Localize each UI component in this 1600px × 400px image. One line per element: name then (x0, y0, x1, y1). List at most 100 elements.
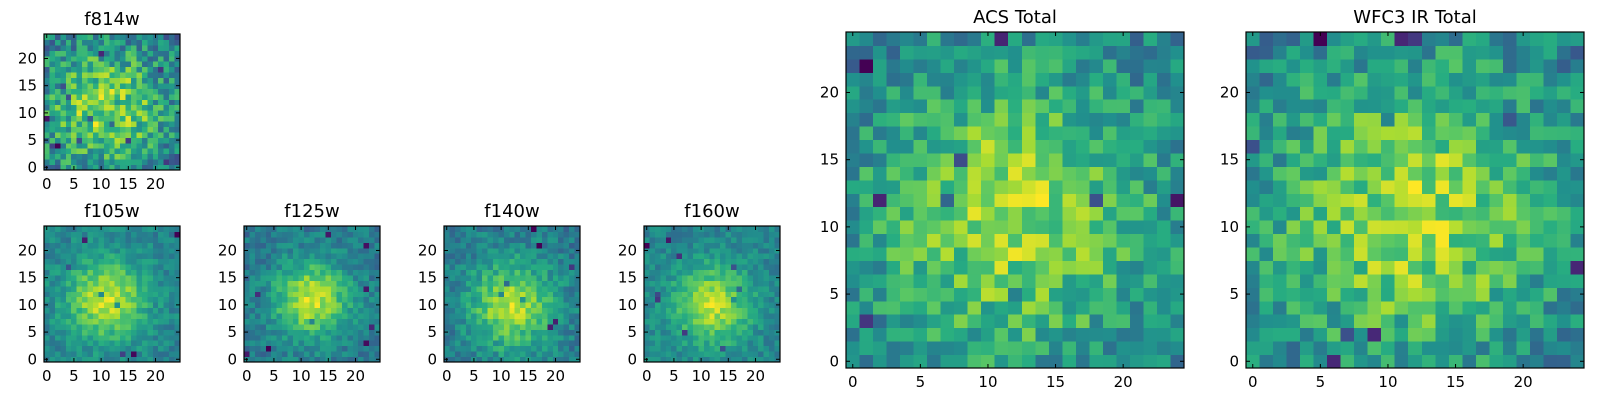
heatmap-cell (1048, 85, 1063, 100)
heatmap-cell (913, 327, 928, 342)
heatmap-cell (736, 313, 743, 319)
heatmap-cell (276, 345, 283, 352)
heatmap-cell (714, 323, 721, 330)
heatmap-cell (1313, 166, 1328, 181)
heatmap-cell (698, 253, 705, 260)
heatmap-cell (465, 264, 472, 271)
heatmap-cell (276, 269, 283, 276)
heatmap-cell (1327, 206, 1342, 221)
heatmap-cell (298, 340, 305, 347)
heatmap-cell (49, 307, 56, 314)
heatmap-cell (1021, 273, 1036, 288)
heatmap-cell (703, 291, 710, 298)
heatmap-cell (141, 269, 148, 276)
heatmap-cell (163, 291, 170, 298)
heatmap-cell (1156, 139, 1171, 154)
heatmap-cell (1516, 287, 1531, 302)
heatmap-cell (752, 247, 759, 254)
heatmap-cell (65, 313, 72, 319)
heatmap-cell (725, 253, 732, 260)
heatmap-cell (954, 193, 969, 208)
heatmap-cell (1394, 300, 1409, 315)
heatmap-cell (158, 280, 165, 287)
heatmap-cell (1489, 247, 1504, 261)
heatmap-cell (927, 220, 942, 235)
heatmap-cell (873, 85, 888, 100)
heatmap-cell (1502, 85, 1517, 100)
heatmap-cell (763, 291, 770, 298)
heatmap-cell (725, 231, 732, 238)
heatmap-cell (769, 329, 776, 336)
heatmap-cell (859, 85, 874, 100)
heatmap-cell (709, 329, 716, 336)
heatmap-cell (509, 356, 516, 363)
heatmap-cell (1408, 193, 1423, 208)
heatmap-cell (967, 32, 982, 46)
heatmap-cell (1116, 85, 1131, 100)
heatmap-cell (846, 45, 861, 60)
heatmap-cell (547, 307, 554, 314)
heatmap-cell (131, 72, 137, 79)
heatmap-cell (525, 296, 532, 303)
heatmap-cell (363, 313, 370, 319)
heatmap-cell (1273, 193, 1288, 208)
heatmap-cell (676, 318, 683, 325)
heatmap-cell (1421, 32, 1436, 46)
heatmap-cell (859, 139, 874, 154)
heatmap-cell (325, 313, 332, 319)
heatmap-cell (169, 291, 176, 298)
heatmap-cell (692, 340, 699, 347)
heatmap-cell (271, 269, 278, 276)
heatmap-cell (87, 115, 94, 122)
heatmap-cell (569, 291, 576, 298)
heatmap-cell (940, 45, 955, 60)
heatmap-cell (709, 313, 716, 319)
heatmap-cell (347, 236, 354, 243)
heatmap-cell (131, 131, 137, 138)
heatmap-cell (314, 269, 321, 276)
heatmap-cell (676, 236, 683, 243)
heatmap-cell (1170, 166, 1185, 181)
heatmap-cell (244, 345, 250, 352)
heatmap-cell (671, 231, 678, 238)
heatmap-cell (687, 253, 694, 260)
heatmap-cell (714, 356, 721, 363)
heatmap-cell (665, 264, 672, 271)
heatmap-cell (1475, 314, 1490, 329)
heatmap-cell (552, 302, 559, 309)
x-tick-label: 15 (519, 367, 538, 385)
heatmap-cell (1516, 206, 1531, 221)
heatmap-cell (531, 280, 537, 287)
heatmap-cell (1367, 85, 1382, 100)
heatmap-cell (54, 242, 61, 249)
heatmap-cell (141, 285, 148, 292)
heatmap-cell (981, 220, 996, 235)
heatmap-cell (954, 206, 969, 221)
heatmap-cell (352, 340, 359, 347)
heatmap-cell (552, 231, 559, 238)
x-tick-label: 20 (1114, 373, 1133, 391)
heatmap-cell (87, 126, 94, 133)
heatmap-cell (374, 264, 381, 271)
heatmap-cell (136, 269, 143, 276)
heatmap-cell (1008, 300, 1023, 315)
heatmap-cell (769, 285, 776, 292)
heatmap-cell (265, 226, 272, 232)
heatmap-cell (1102, 152, 1117, 167)
heatmap-cell (531, 296, 537, 303)
heatmap-cell (1259, 166, 1274, 181)
heatmap-cell (660, 307, 667, 314)
heatmap-cell (1246, 99, 1261, 114)
heatmap-cell (65, 72, 72, 79)
heatmap-cell (465, 318, 472, 325)
panel-title: f160w (684, 201, 739, 222)
heatmap-cell (1089, 58, 1104, 73)
heatmap-cell (54, 50, 61, 57)
heatmap-cell (460, 242, 467, 249)
heatmap-cell (873, 233, 888, 248)
heatmap-cell (303, 264, 310, 271)
heatmap-cell (82, 274, 89, 281)
heatmap-cell (1421, 273, 1436, 288)
heatmap-cell (886, 314, 901, 329)
heatmap-cell (120, 313, 127, 319)
